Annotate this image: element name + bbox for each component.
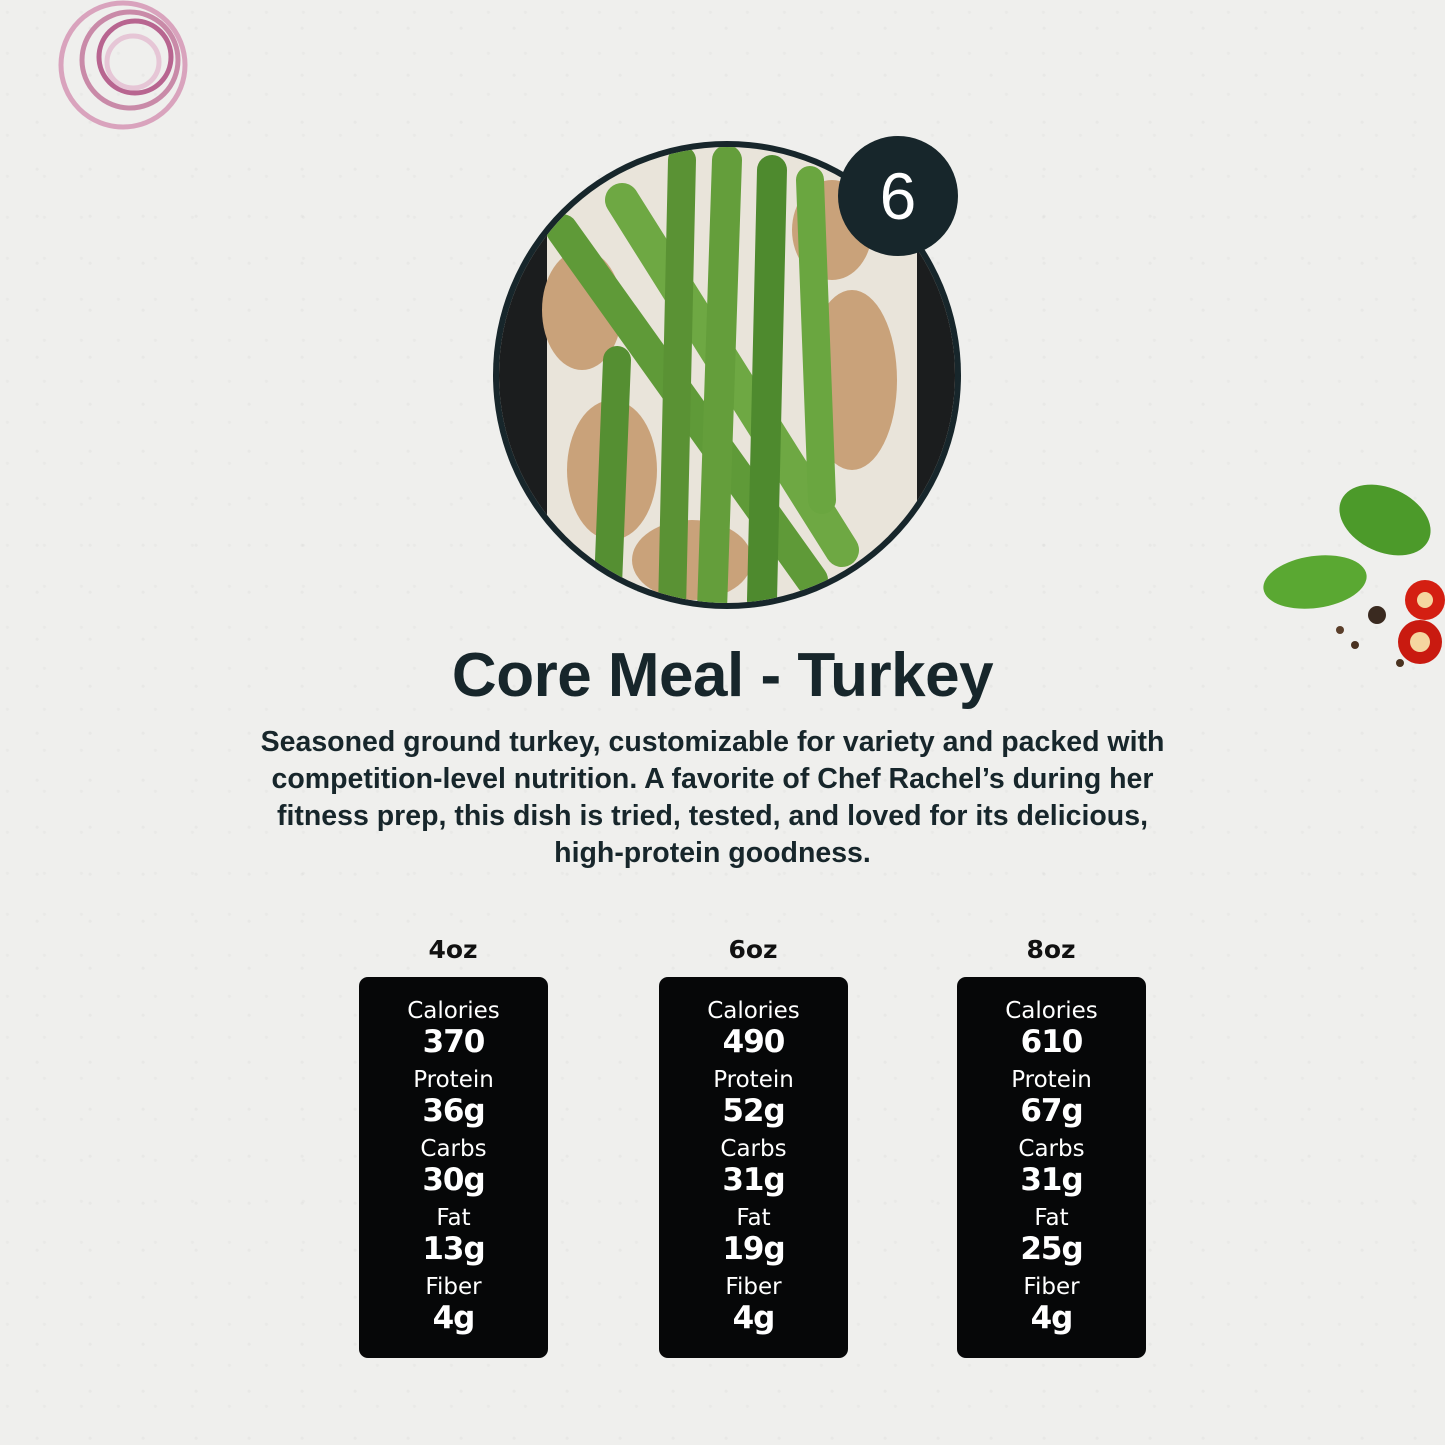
calories-value: 490 [722, 1024, 786, 1060]
fat-label: Fat [1034, 1205, 1069, 1231]
nutrition-row-fiber: Fiber 4g [957, 1274, 1146, 1336]
carbs-label: Carbs [1018, 1136, 1085, 1162]
fiber-value: 4g [432, 1300, 476, 1336]
fat-label: Fat [736, 1205, 771, 1231]
fat-label: Fat [436, 1205, 471, 1231]
portion-size-label: 8oz [1026, 935, 1076, 964]
protein-label: Protein [413, 1067, 494, 1093]
onion-rings-decoration [58, 0, 188, 130]
portion-size-label: 4oz [428, 935, 478, 964]
fat-value: 19g [722, 1231, 785, 1267]
carbs-value: 31g [722, 1162, 785, 1198]
nutrition-row-carbs: Carbs 31g [957, 1136, 1146, 1198]
nutrition-row-fat: Fat 19g [659, 1205, 848, 1267]
calories-label: Calories [1005, 998, 1098, 1024]
fat-value: 13g [422, 1231, 485, 1267]
nutrition-row-fat: Fat 13g [359, 1205, 548, 1267]
fiber-value: 4g [732, 1300, 776, 1336]
carbs-value: 31g [1020, 1162, 1083, 1198]
basil-chili-decoration [1263, 484, 1445, 667]
fiber-label: Fiber [725, 1274, 782, 1300]
nutrition-row-calories: Calories 370 [359, 998, 548, 1060]
description-line: Seasoned ground turkey, customizable for… [260, 726, 1165, 758]
nutrition-row-protein: Protein 36g [359, 1067, 548, 1129]
carbs-label: Carbs [420, 1136, 487, 1162]
calories-label: Calories [707, 998, 800, 1024]
calories-value: 610 [1020, 1024, 1084, 1060]
nutrition-row-fat: Fat 25g [957, 1205, 1146, 1267]
fiber-label: Fiber [425, 1274, 482, 1300]
portion-size-label: 6oz [728, 935, 778, 964]
nutrition-card: Calories 490 Protein 52g Carbs 31g Fat 19g Fiber… [659, 977, 848, 1358]
nutrition-row-calories: Calories 610 [957, 998, 1146, 1060]
nutrition-row-carbs: Carbs 31g [659, 1136, 848, 1198]
carbs-value: 30g [422, 1162, 485, 1198]
nutrition-row-protein: Protein 52g [659, 1067, 848, 1129]
nutrition-row-fiber: Fiber 4g [359, 1274, 548, 1336]
meal-number-badge: 6 [838, 136, 958, 256]
fiber-label: Fiber [1023, 1274, 1080, 1300]
protein-value: 67g [1020, 1093, 1083, 1129]
nutrition-row-calories: Calories 490 [659, 998, 848, 1060]
carbs-label: Carbs [720, 1136, 787, 1162]
protein-label: Protein [1011, 1067, 1092, 1093]
page-title: Core Meal - Turkey [451, 641, 994, 710]
protein-label: Protein [713, 1067, 794, 1093]
nutrition-row-fiber: Fiber 4g [659, 1274, 848, 1336]
nutrition-row-protein: Protein 67g [957, 1067, 1146, 1129]
description-line: competition-level nutrition. A favorite … [271, 763, 1154, 795]
calories-value: 370 [422, 1024, 486, 1060]
protein-value: 36g [422, 1093, 485, 1129]
nutrition-card: Calories 610 Protein 67g Carbs 31g Fat 25g Fiber… [957, 977, 1146, 1358]
protein-value: 52g [722, 1093, 785, 1129]
nutrition-card: Calories 370 Protein 36g Carbs 30g Fat 13g Fiber… [359, 977, 548, 1358]
fiber-value: 4g [1030, 1300, 1074, 1336]
description-line: fitness prep, this dish is tried, tested… [276, 800, 1148, 832]
fat-value: 25g [1020, 1231, 1083, 1267]
calories-label: Calories [407, 998, 500, 1024]
description-line: high-protein goodness. [554, 837, 871, 869]
meal-description: Seasoned ground turkey, customizable for… [200, 724, 1225, 872]
nutrition-row-carbs: Carbs 30g [359, 1136, 548, 1198]
